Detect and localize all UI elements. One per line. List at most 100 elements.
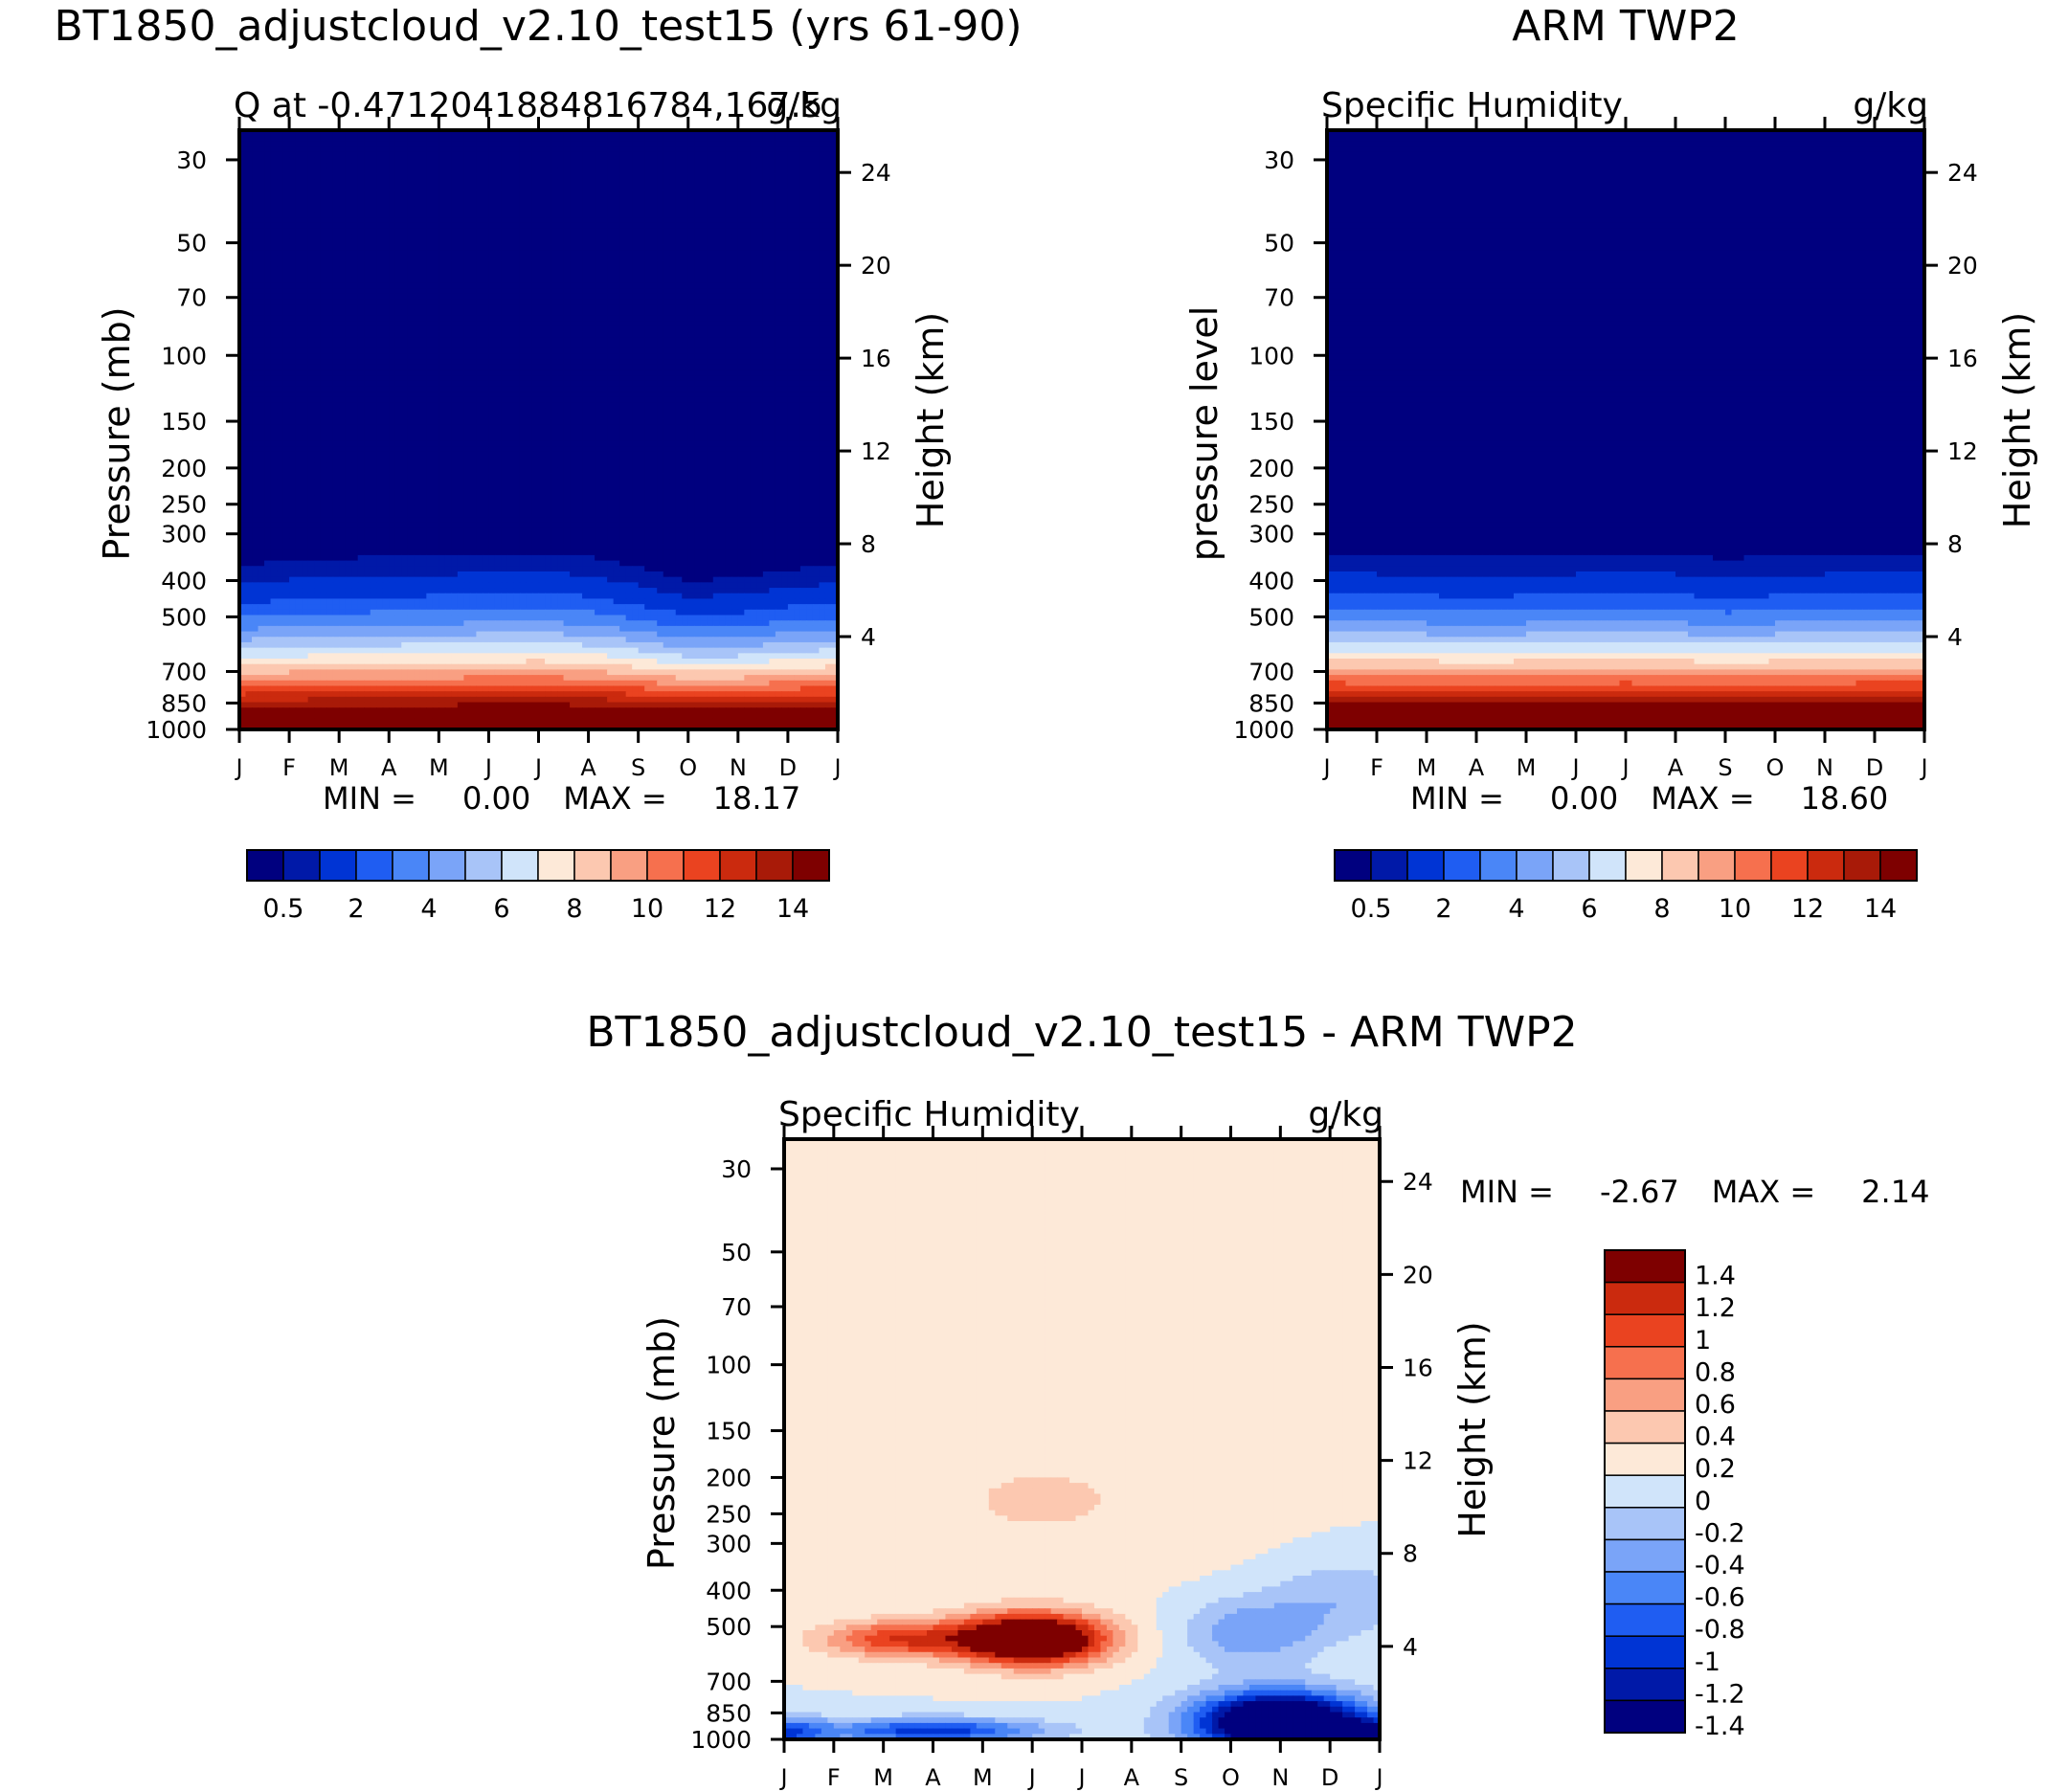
contour-cell <box>321 212 327 217</box>
contour-cell <box>669 168 676 174</box>
contour-cell <box>601 152 608 158</box>
contour-cell <box>794 146 800 152</box>
contour-cell <box>713 152 720 158</box>
contour-cell <box>539 152 546 158</box>
contour-cell <box>501 201 507 207</box>
contour-cell <box>451 152 458 158</box>
contour-cell <box>694 157 701 163</box>
contour-cell <box>619 157 626 163</box>
contour-cell <box>476 141 483 146</box>
contour-cell <box>614 141 620 146</box>
contour-cell <box>488 201 495 207</box>
contour-cell <box>595 195 601 201</box>
contour-cell <box>526 207 532 213</box>
contour-cell <box>401 212 408 217</box>
contour-cell <box>744 195 751 201</box>
contour-cell <box>289 185 296 190</box>
contour-cell <box>806 152 813 158</box>
contour-cell <box>626 212 633 217</box>
contour-cell <box>570 179 576 185</box>
contour-cell <box>264 185 271 190</box>
contour-cell <box>364 179 371 185</box>
contour-cell <box>259 146 265 152</box>
contour-cell <box>657 163 663 168</box>
contour-cell <box>738 207 745 213</box>
contour-cell <box>663 168 670 174</box>
contour-cell <box>526 179 532 185</box>
contour-cell <box>346 163 352 168</box>
contour-cell <box>476 146 483 152</box>
contour-cell <box>644 163 651 168</box>
contour-cell <box>763 157 770 163</box>
contour-cell <box>688 163 695 168</box>
contour-cell <box>420 136 427 142</box>
contour-cell <box>676 168 683 174</box>
contour-cell <box>800 136 807 142</box>
contour-cell <box>713 207 720 213</box>
contour-cell <box>426 179 433 185</box>
contour-cell <box>726 207 732 213</box>
contour-cell <box>445 212 452 217</box>
contour-cell <box>763 207 770 213</box>
contour-cell <box>557 195 564 201</box>
contour-cell <box>383 174 390 180</box>
contour-cell <box>651 207 658 213</box>
contour-cell <box>644 201 651 207</box>
contour-cell <box>731 136 738 142</box>
contour-cell <box>438 201 445 207</box>
contour-cell <box>756 207 763 213</box>
contour-cell <box>582 201 589 207</box>
contour-cell <box>601 168 608 174</box>
contour-cell <box>719 174 726 180</box>
contour-cell <box>264 136 271 142</box>
contour-cell <box>539 168 546 174</box>
contour-cell <box>426 174 433 180</box>
contour-cell <box>564 212 571 217</box>
contour-cell <box>445 152 452 158</box>
contour-cell <box>289 146 296 152</box>
contour-cell <box>339 185 346 190</box>
contour-cell <box>458 195 464 201</box>
contour-cell <box>401 185 408 190</box>
contour-cell <box>433 136 439 142</box>
contour-cell <box>283 190 290 196</box>
contour-cell <box>756 141 763 146</box>
contour-cell <box>781 207 788 213</box>
contour-cell <box>451 195 458 201</box>
contour-cell <box>426 190 433 196</box>
contour-cell <box>639 195 645 201</box>
contour-cell <box>488 146 495 152</box>
contour-cell <box>794 174 800 180</box>
contour-cell <box>744 174 751 180</box>
contour-cell <box>701 174 708 180</box>
contour-cell <box>614 185 620 190</box>
contour-cell <box>351 174 358 180</box>
contour-cell <box>657 146 663 152</box>
contour-cell <box>763 163 770 168</box>
contour-cell <box>414 136 420 142</box>
contour-cell <box>364 212 371 217</box>
contour-cell <box>296 207 303 213</box>
contour-cell <box>701 136 708 142</box>
contour-cell <box>296 136 303 142</box>
contour-cell <box>763 190 770 196</box>
contour-cell <box>408 157 415 163</box>
contour-cell <box>545 185 551 190</box>
contour-cell <box>676 157 683 163</box>
contour-cell <box>726 212 732 217</box>
contour-cell <box>395 152 402 158</box>
contour-cell <box>557 179 564 185</box>
contour-cell <box>669 146 676 152</box>
contour-cell <box>657 141 663 146</box>
contour-cell <box>595 201 601 207</box>
contour-cell <box>520 185 527 190</box>
contour-cell <box>252 195 259 201</box>
contour-cell <box>326 195 333 201</box>
contour-cell <box>271 207 278 213</box>
contour-cell <box>420 146 427 152</box>
contour-cell <box>751 179 757 185</box>
contour-cell <box>701 201 708 207</box>
contour-cell <box>364 207 371 213</box>
contour-cell <box>271 212 278 217</box>
contour-cell <box>383 163 390 168</box>
